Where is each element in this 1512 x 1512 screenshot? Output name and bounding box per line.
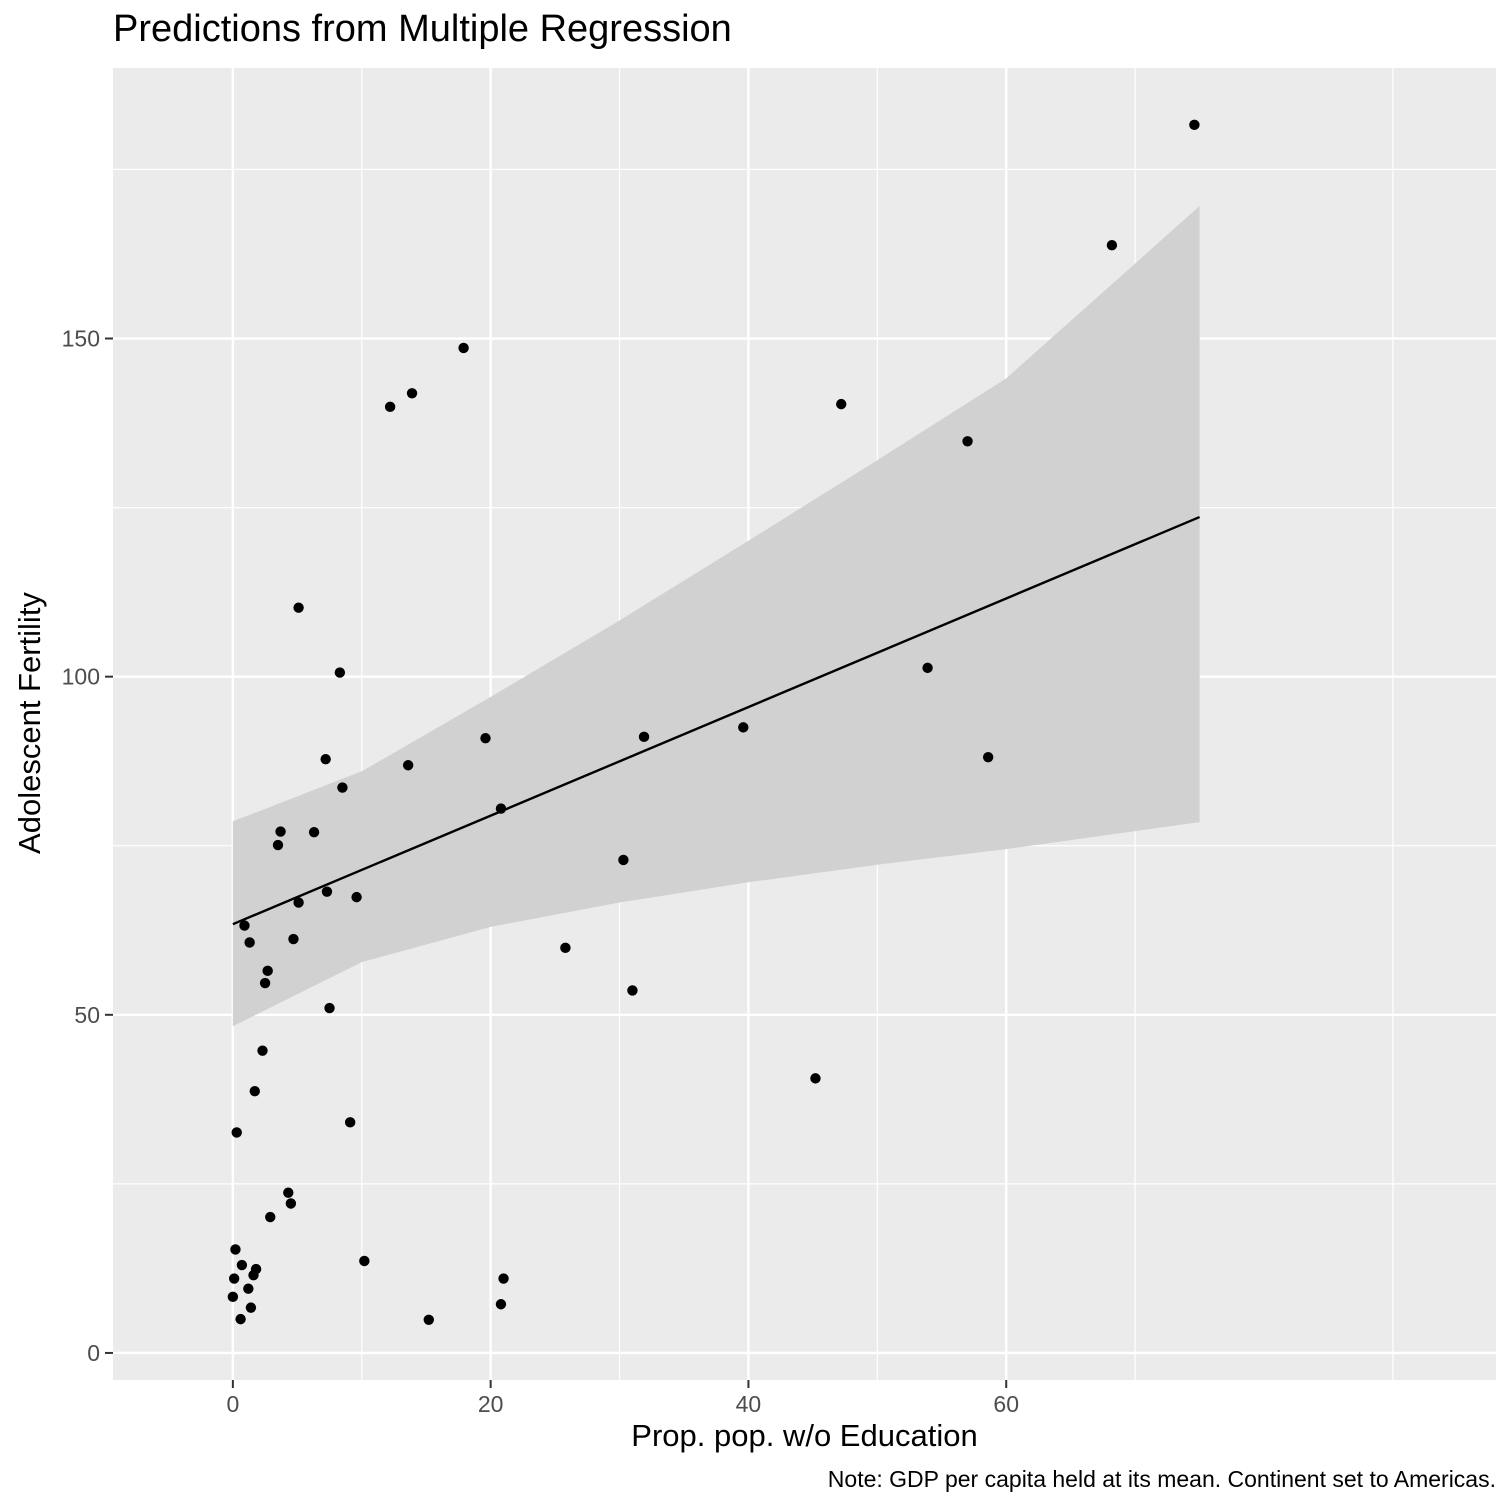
y-tick-label: 100 [62, 664, 100, 690]
data-point [334, 667, 346, 678]
data-point [495, 803, 507, 814]
data-points [227, 119, 1200, 1326]
tick-labels: 0 20 40 60 0 50 100 150 [62, 326, 1019, 1417]
data-point [922, 662, 933, 674]
x-tick-label: 20 [478, 1391, 504, 1417]
data-point [283, 1187, 294, 1198]
data-point [618, 854, 629, 866]
data-point [235, 1313, 246, 1325]
data-point [243, 1283, 254, 1294]
y-tick-label: 50 [74, 1002, 100, 1028]
data-point [324, 1002, 335, 1014]
data-point [458, 342, 469, 354]
data-point [239, 920, 250, 931]
data-point [1189, 119, 1200, 131]
data-point [272, 839, 284, 851]
data-point [638, 731, 650, 743]
data-point [230, 1244, 241, 1255]
x-tick-label: 0 [226, 1391, 239, 1417]
data-point [227, 1291, 239, 1303]
data-point [627, 985, 638, 996]
chart-title: Predictions from Multiple Regression [113, 8, 732, 50]
data-point [321, 886, 333, 897]
data-point [259, 977, 271, 989]
regression-line [232, 515, 1201, 926]
data-point [495, 1299, 507, 1310]
data-point [228, 1273, 240, 1284]
data-point [337, 782, 348, 793]
data-point [384, 401, 396, 413]
data-point [265, 1211, 276, 1223]
data-point [344, 1117, 356, 1128]
y-tick-label: 0 [87, 1340, 100, 1366]
data-point [406, 388, 418, 399]
data-point [262, 965, 273, 977]
data-point [962, 436, 973, 447]
data-point [293, 602, 304, 613]
data-point [480, 733, 491, 744]
y-tick-label: 150 [62, 326, 100, 352]
x-tick-label: 60 [993, 1391, 1019, 1417]
x-axis-label: Prop. pop. w/o Education [631, 1418, 978, 1453]
data-point [738, 722, 749, 733]
data-point [244, 937, 255, 948]
data-point [982, 751, 994, 763]
data-point [249, 1086, 260, 1097]
data-point [423, 1314, 434, 1326]
data-point [245, 1302, 257, 1313]
data-point [402, 760, 414, 771]
data-point [351, 891, 362, 903]
data-point [275, 826, 286, 837]
data-point [810, 1073, 821, 1084]
data-point [308, 827, 320, 838]
x-tick-label: 40 [736, 1391, 762, 1417]
axis-ticks [105, 337, 1008, 1388]
chart-caption: Note: GDP per capita held at its mean. C… [827, 1466, 1496, 1492]
data-point [250, 1263, 262, 1275]
data-point [320, 753, 331, 765]
data-point [293, 897, 304, 908]
data-point [288, 933, 299, 945]
y-axis-label: Adolescent Fertility [12, 592, 47, 854]
data-point [257, 1045, 268, 1056]
data-point [231, 1127, 242, 1138]
data-point [498, 1273, 509, 1284]
data-point [836, 398, 847, 410]
data-point [560, 942, 571, 954]
data-point [285, 1198, 297, 1209]
data-point [236, 1259, 248, 1271]
data-point [1106, 239, 1118, 251]
data-point [359, 1255, 370, 1267]
